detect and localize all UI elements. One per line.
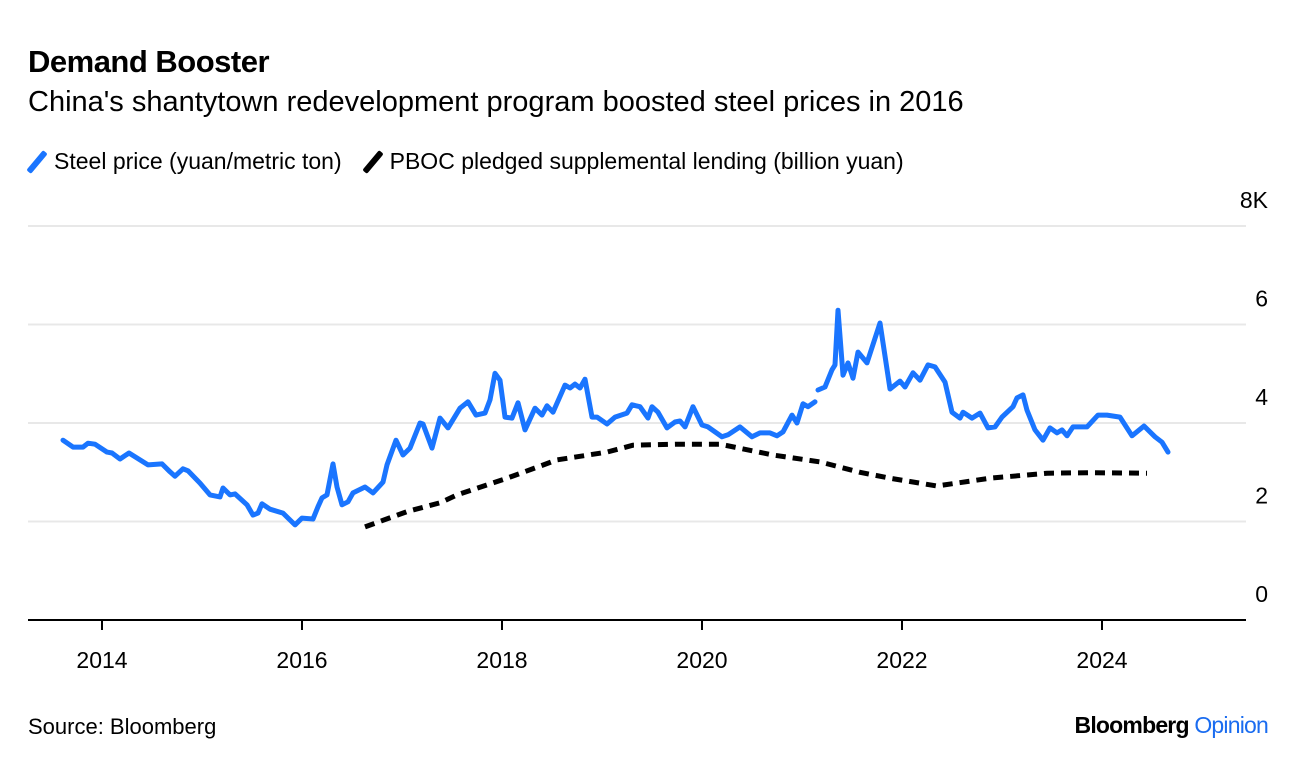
- y-tick-label: 6: [1255, 286, 1268, 312]
- x-tick-label: 2024: [1076, 647, 1127, 673]
- steel-price-line: [60, 307, 1171, 528]
- legend-item-steel: Steel price (yuan/metric ton): [26, 148, 342, 175]
- y-tick-label: 4: [1255, 384, 1268, 410]
- y-tick-label: 0: [1255, 581, 1268, 607]
- x-tick-label: 2020: [676, 647, 727, 673]
- legend-label-pboc: PBOC pledged supplemental lending (billi…: [389, 148, 904, 174]
- legend-label-steel: Steel price (yuan/metric ton): [54, 148, 342, 174]
- legend-item-pboc: PBOC pledged supplemental lending (billi…: [361, 148, 904, 175]
- chart-subtitle: China's shantytown redevelopment program…: [28, 86, 964, 118]
- x-tick-label: 2018: [476, 647, 527, 673]
- y-tick-label: 2: [1255, 483, 1268, 509]
- y-tick-label: 8K: [1240, 187, 1269, 213]
- legend: Steel price (yuan/metric ton) PBOC pledg…: [26, 148, 926, 175]
- pboc-lending-line: [364, 441, 1148, 530]
- x-tick-label: 2014: [76, 647, 127, 673]
- bloomberg-opinion-logo: Bloomberg Opinion: [1074, 712, 1269, 738]
- x-tick-label: 2016: [276, 647, 327, 673]
- x-tick-label: 2022: [876, 647, 927, 673]
- chart-title: Demand Booster: [28, 44, 270, 79]
- source-note: Source: Bloomberg: [28, 714, 217, 739]
